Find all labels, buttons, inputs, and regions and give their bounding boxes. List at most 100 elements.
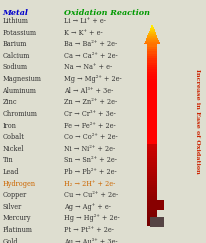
- Bar: [147, 62, 156, 65]
- Bar: [147, 94, 156, 97]
- Bar: [147, 139, 156, 142]
- Bar: [147, 205, 156, 208]
- Text: Mg → Mg²⁺ + 2e-: Mg → Mg²⁺ + 2e-: [64, 75, 121, 83]
- Bar: [147, 212, 156, 215]
- Bar: [148, 33, 155, 34]
- Bar: [147, 214, 156, 217]
- Text: Cobalt: Cobalt: [2, 133, 24, 141]
- Bar: [147, 183, 156, 185]
- Text: Silver: Silver: [2, 203, 22, 211]
- Text: Tin: Tin: [2, 156, 13, 164]
- Text: Pb → Pb²⁺ + 2e-: Pb → Pb²⁺ + 2e-: [64, 168, 116, 176]
- Bar: [147, 224, 156, 226]
- Bar: [147, 69, 156, 72]
- Bar: [147, 60, 156, 63]
- Bar: [147, 171, 156, 174]
- Bar: [147, 185, 156, 187]
- Bar: [148, 31, 154, 32]
- Bar: [144, 43, 159, 44]
- Bar: [147, 158, 156, 160]
- Text: Ca → Ca²⁺ + 2e-: Ca → Ca²⁺ + 2e-: [64, 52, 117, 60]
- Text: Lead: Lead: [2, 168, 19, 176]
- Bar: [145, 39, 157, 40]
- Text: Nickel: Nickel: [2, 145, 24, 153]
- Bar: [147, 149, 156, 151]
- Text: Mercury: Mercury: [2, 214, 31, 222]
- Bar: [147, 219, 156, 221]
- Bar: [147, 167, 156, 169]
- Bar: [147, 144, 156, 147]
- Bar: [147, 199, 156, 201]
- Bar: [147, 160, 156, 163]
- Bar: [147, 194, 156, 197]
- Bar: [147, 56, 156, 58]
- Text: Pt → Pt²⁺ + 2e-: Pt → Pt²⁺ + 2e-: [64, 226, 114, 234]
- Bar: [147, 105, 156, 108]
- Bar: [147, 35, 156, 36]
- Text: Ba → Ba²⁺ + 2e-: Ba → Ba²⁺ + 2e-: [64, 40, 117, 48]
- Bar: [147, 90, 156, 92]
- Bar: [147, 44, 156, 47]
- Text: Potassium: Potassium: [2, 29, 36, 37]
- Text: Metal: Metal: [2, 9, 28, 17]
- Bar: [147, 35, 156, 36]
- Bar: [147, 178, 156, 181]
- Bar: [147, 34, 156, 35]
- Text: Oxidation Reaction: Oxidation Reaction: [64, 9, 149, 17]
- Text: Cr → Cr³⁺ + 3e-: Cr → Cr³⁺ + 3e-: [64, 110, 116, 118]
- Text: H₂ → 2H⁺ + 2e-: H₂ → 2H⁺ + 2e-: [64, 180, 115, 188]
- Bar: [147, 96, 156, 99]
- Text: Chromium: Chromium: [2, 110, 37, 118]
- Bar: [147, 74, 156, 76]
- Bar: [148, 32, 155, 33]
- Bar: [150, 27, 153, 28]
- Bar: [147, 174, 156, 176]
- Text: Gold: Gold: [2, 238, 18, 243]
- Bar: [145, 41, 158, 42]
- Bar: [147, 196, 156, 199]
- Bar: [145, 40, 158, 41]
- Bar: [147, 92, 156, 94]
- Bar: [150, 28, 153, 29]
- Bar: [144, 42, 158, 43]
- Text: K → K⁺ + e-: K → K⁺ + e-: [64, 29, 102, 37]
- Text: Fe → Fe²⁺ + 2e-: Fe → Fe²⁺ + 2e-: [64, 122, 115, 130]
- Bar: [147, 51, 156, 53]
- Bar: [149, 29, 153, 30]
- Bar: [147, 221, 156, 224]
- Text: Aluminum: Aluminum: [2, 87, 36, 95]
- Bar: [147, 49, 156, 51]
- Bar: [147, 180, 156, 183]
- Bar: [147, 208, 156, 210]
- Bar: [147, 110, 156, 113]
- Text: Copper: Copper: [2, 191, 27, 199]
- Bar: [144, 43, 159, 44]
- Bar: [147, 108, 156, 110]
- Bar: [147, 58, 156, 60]
- Bar: [147, 117, 156, 119]
- Text: Cu → Cu²⁺ + 2e-: Cu → Cu²⁺ + 2e-: [64, 191, 118, 199]
- Bar: [144, 42, 159, 43]
- Bar: [149, 30, 154, 31]
- Bar: [146, 38, 157, 39]
- Bar: [147, 65, 156, 67]
- Bar: [147, 46, 156, 49]
- Bar: [147, 53, 156, 56]
- Text: Zinc: Zinc: [2, 98, 17, 106]
- Text: Magnesium: Magnesium: [2, 75, 41, 83]
- Bar: [147, 76, 156, 78]
- Bar: [149, 217, 163, 227]
- Text: Lithium: Lithium: [2, 17, 28, 25]
- Bar: [147, 135, 156, 138]
- Bar: [147, 71, 156, 74]
- Text: Co → Co²⁺ + 2e-: Co → Co²⁺ + 2e-: [64, 133, 117, 141]
- Bar: [146, 37, 157, 38]
- Bar: [147, 210, 156, 212]
- Text: Increase in Ease of Oxidation: Increase in Ease of Oxidation: [194, 69, 199, 174]
- Bar: [147, 176, 156, 178]
- Bar: [149, 31, 154, 32]
- Bar: [150, 27, 153, 28]
- Bar: [147, 190, 156, 192]
- Bar: [147, 85, 156, 87]
- Text: Iron: Iron: [2, 122, 16, 130]
